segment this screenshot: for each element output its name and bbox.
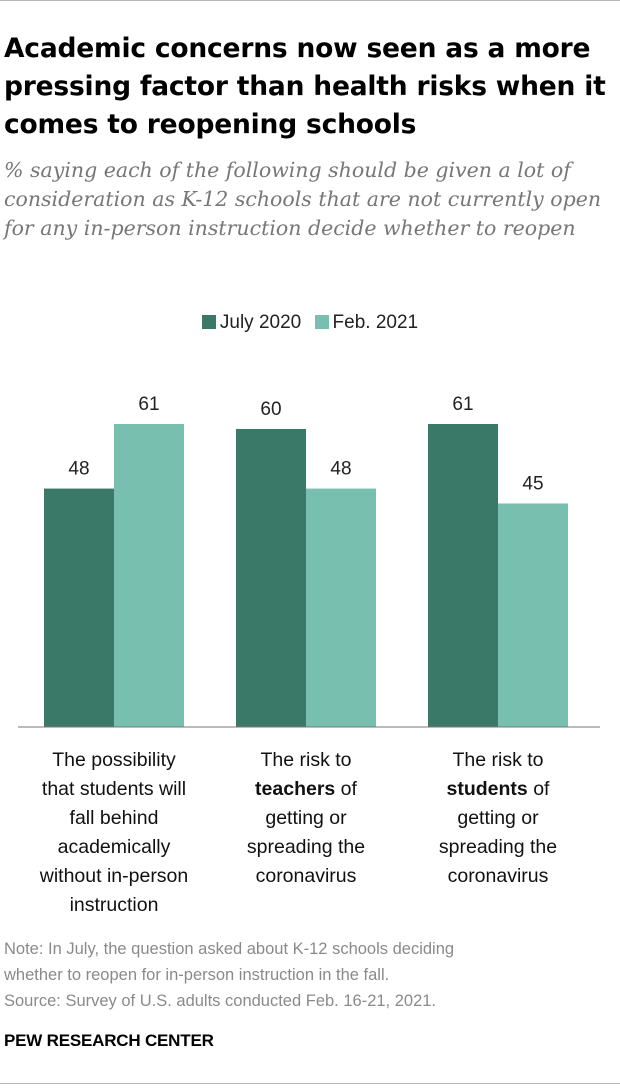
brand-logo-text: PEW RESEARCH CENTER xyxy=(4,1031,214,1050)
category-line: spreading the xyxy=(246,836,366,858)
legend-item-july-2020: July 2020 xyxy=(201,312,302,334)
bar-teachers-risk-july-2020 xyxy=(236,428,306,727)
category-line: instruction xyxy=(69,894,159,916)
bars-group xyxy=(44,424,568,727)
value-label-academic-july-2020: 48 xyxy=(68,459,89,480)
category-line-bold: students xyxy=(446,778,528,800)
legend-item-feb-2021: Feb. 2021 xyxy=(314,312,419,334)
category-line: The risk to xyxy=(452,749,544,771)
category-line: without in-person xyxy=(39,865,189,887)
category-line: coronavirus xyxy=(255,865,357,887)
source-line: Source: Survey of U.S. adults conducted … xyxy=(4,992,437,1010)
note-line-2: whether to reopen for in-person instruct… xyxy=(4,966,390,984)
bar-students-risk-feb-2021 xyxy=(498,503,568,727)
category-line: academically xyxy=(57,836,171,858)
category-line-bold: teachers xyxy=(255,778,336,800)
category-line: The risk to xyxy=(260,749,352,771)
legend-label-july-2020: July 2020 xyxy=(219,312,302,333)
bottom-rule xyxy=(0,1083,620,1084)
category-label-teachers-risk: The risk to teachers of getting or spreadin… xyxy=(206,746,406,891)
bar-teachers-risk-feb-2021 xyxy=(306,488,376,727)
category-line: The possibility xyxy=(52,749,176,771)
category-line: getting or xyxy=(265,807,347,829)
value-label-academic-feb-2021: 61 xyxy=(138,394,159,415)
chart-subtitle: % saying each of the following should be… xyxy=(4,158,602,240)
legend: July 2020 Feb. 2021 xyxy=(0,312,620,334)
legend-label-feb-2021: Feb. 2021 xyxy=(332,312,419,333)
category-line: coronavirus xyxy=(447,865,549,887)
top-rule xyxy=(0,0,620,1)
bar-academic-feb-2021 xyxy=(114,424,184,727)
legend-swatch-july-2020 xyxy=(201,315,216,329)
value-label-students-risk-july-2020: 61 xyxy=(452,394,473,415)
value-label-teachers-risk-feb-2021: 48 xyxy=(330,459,351,480)
value-label-students-risk-feb-2021: 45 xyxy=(522,473,543,494)
value-label-teachers-risk-july-2020: 60 xyxy=(260,399,281,420)
footnote: Note: In July, the question asked about … xyxy=(4,936,616,1014)
legend-swatch-feb-2021 xyxy=(314,315,329,329)
category-line: students of xyxy=(446,778,550,800)
bar-academic-july-2020 xyxy=(44,488,114,727)
category-line: spreading the xyxy=(438,836,558,858)
note-line-1: Note: In July, the question asked about … xyxy=(4,940,455,958)
category-line: that students will xyxy=(41,778,187,800)
bar-students-risk-july-2020 xyxy=(428,424,498,727)
chart-title: Academic concerns now seen as a more pre… xyxy=(4,33,606,140)
category-line: teachers of xyxy=(255,778,357,800)
value-labels-group: 48 61 60 48 61 45 xyxy=(68,394,543,494)
category-label-students-risk: The risk to students of getting or spreadin… xyxy=(398,746,598,891)
category-label-academic: The possibility that students will fall be… xyxy=(14,746,214,920)
category-line: getting or xyxy=(457,807,539,829)
category-line: fall behind xyxy=(69,807,159,829)
